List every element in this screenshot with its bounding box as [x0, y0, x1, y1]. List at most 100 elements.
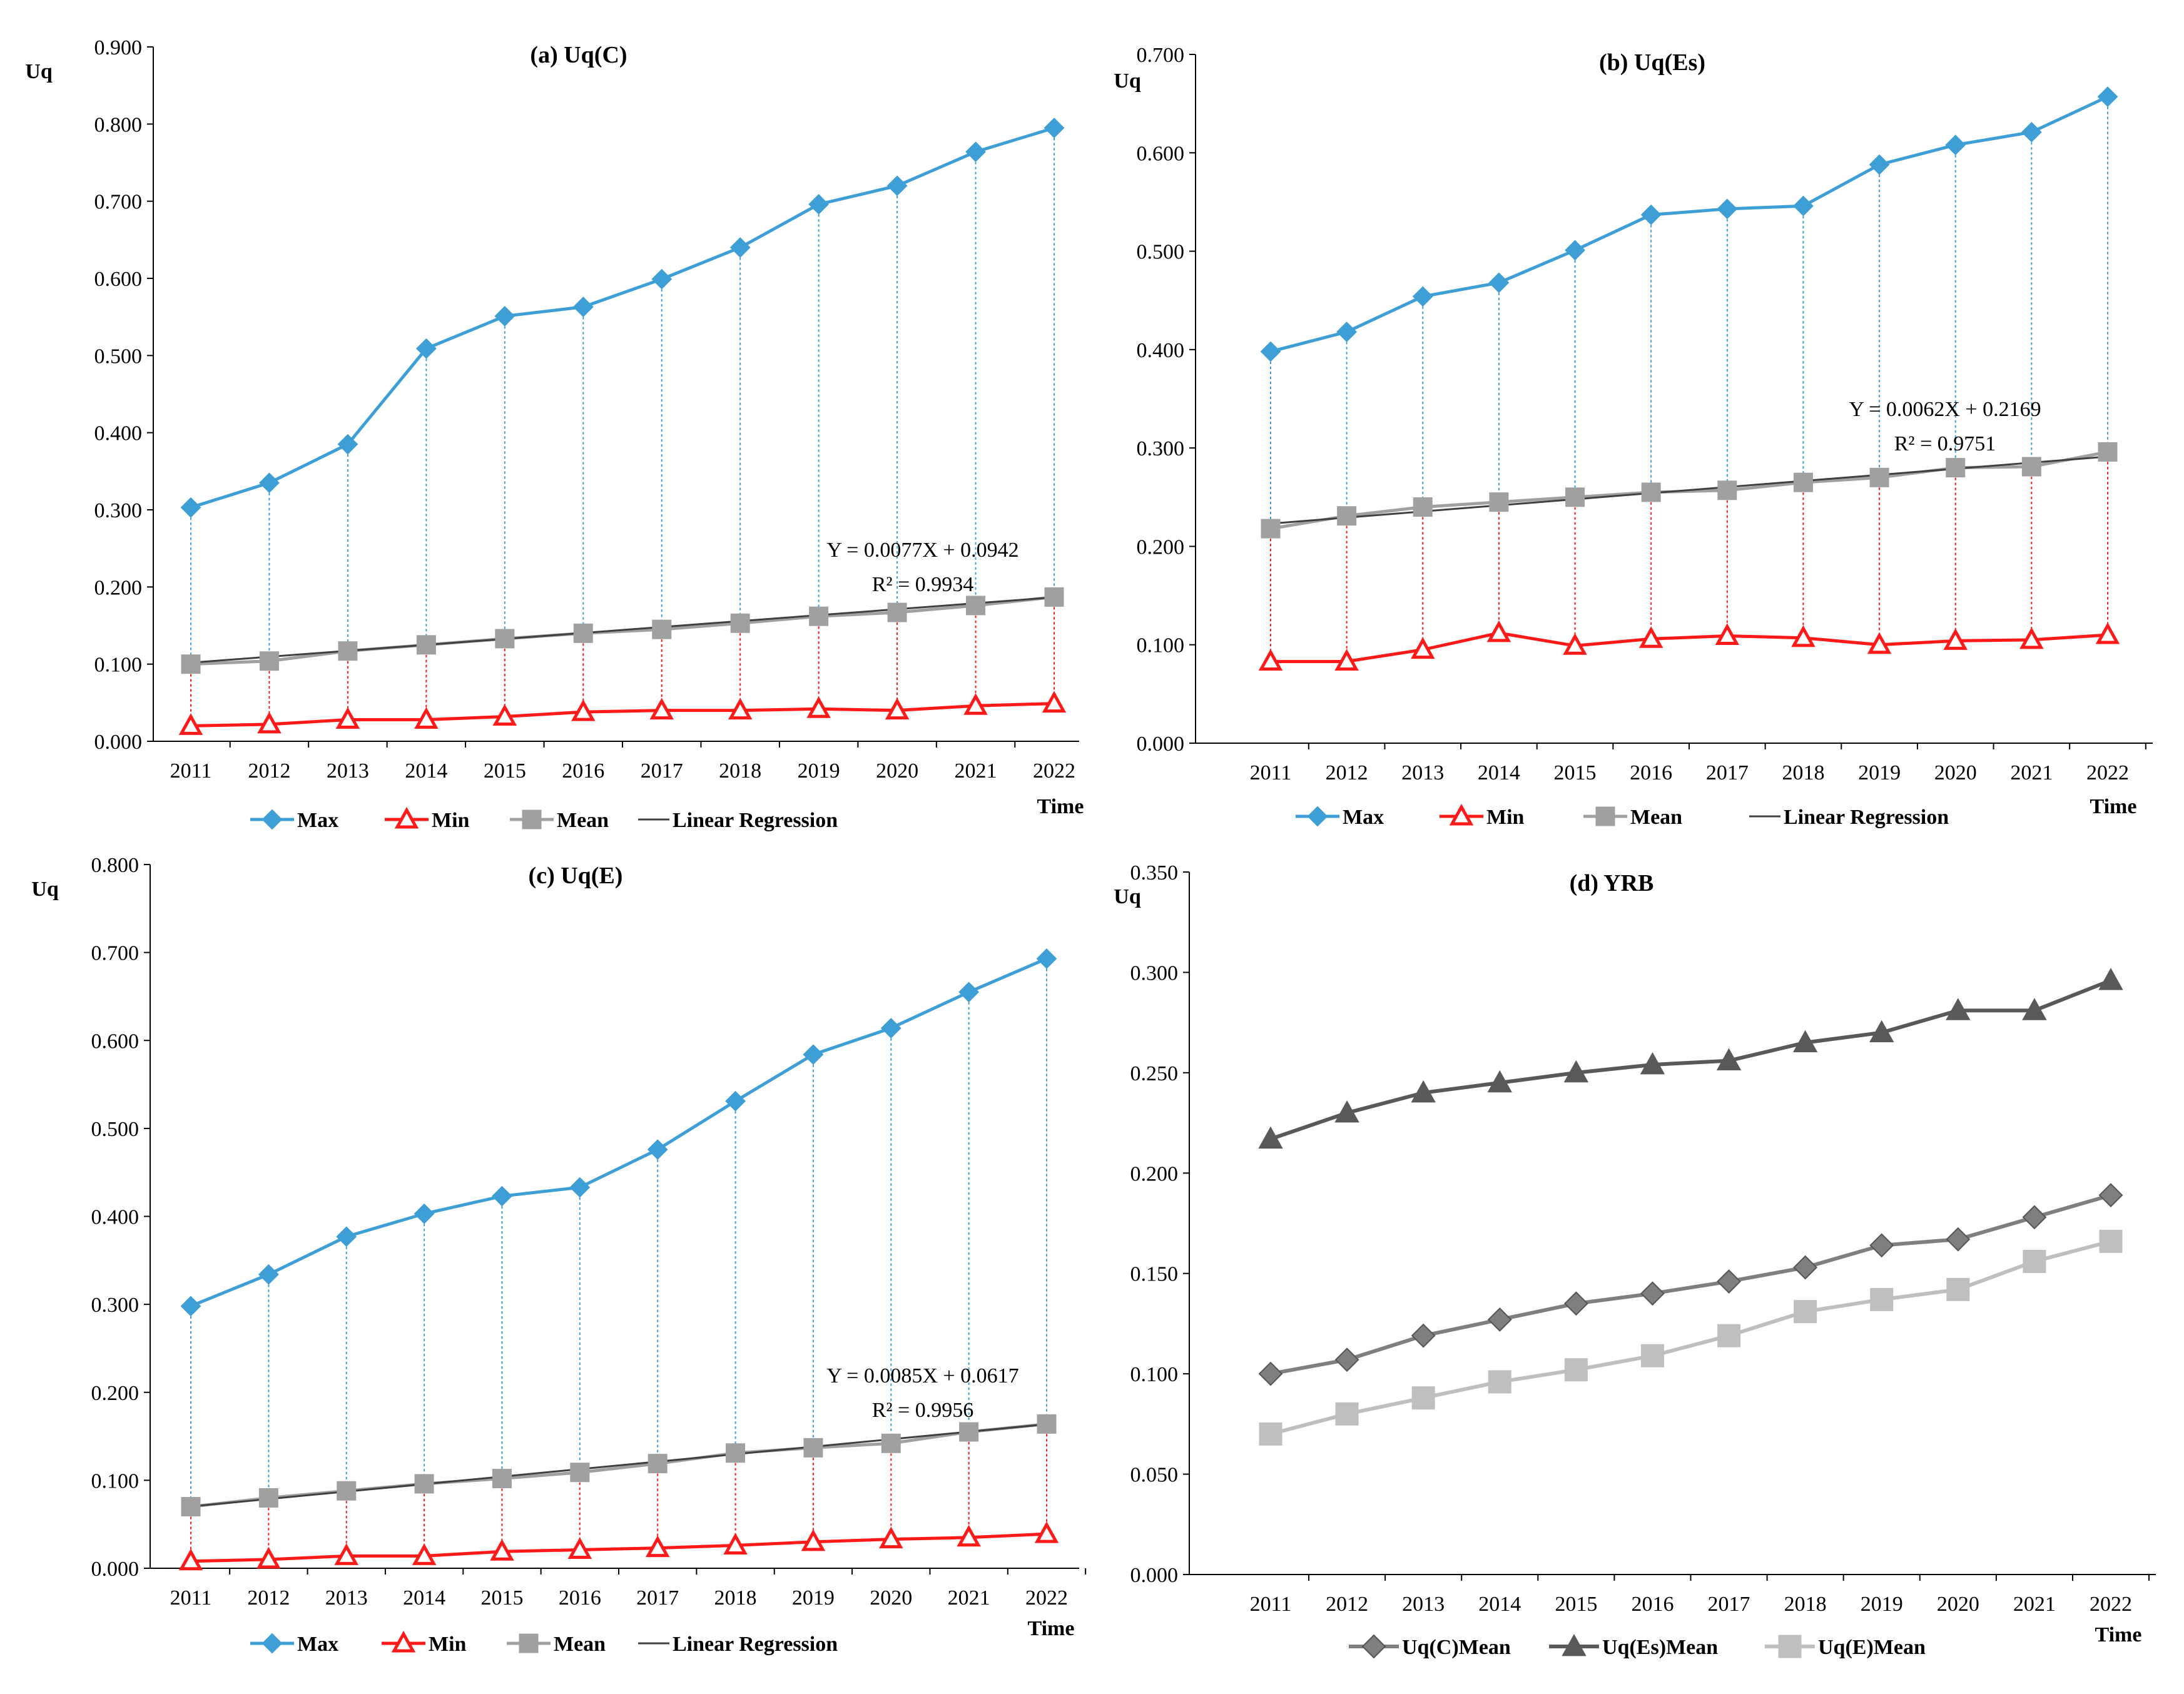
x-tick-label-b: 2020	[1934, 761, 1977, 784]
point-mean-b	[1413, 497, 1433, 517]
point-d	[1334, 1347, 1359, 1372]
y-axis-title-a: Uq	[25, 60, 53, 83]
y-tick-label-d: 0.200	[1130, 1162, 1179, 1185]
point-d	[1488, 1370, 1511, 1394]
x-tick-label-c: 2016	[559, 1586, 601, 1610]
chart-title-b: (b) Uq(Es)	[1599, 49, 1705, 76]
point-max-a	[180, 497, 201, 518]
point-mean-b	[2021, 457, 2041, 477]
point-mean-a	[495, 629, 515, 649]
chart-title-a: (a) Uq(C)	[530, 42, 627, 68]
point-d	[2023, 1249, 2046, 1273]
x-tick-label-a: 2019	[798, 759, 840, 783]
point-d	[2098, 968, 2123, 990]
point-mean-a	[259, 651, 279, 671]
chart-panel-b: 0.000 0.100 0.200 0.300 0.400 0.500 0.600 0.700…	[1092, 0, 2184, 848]
legend-marker-mean-a	[522, 809, 542, 829]
y-tick-label-d: 0.150	[1130, 1263, 1179, 1286]
point-min-c	[957, 1524, 981, 1547]
point-max-b	[1793, 195, 1814, 216]
x-tick-label-a: 2012	[248, 759, 290, 783]
point-min-a	[178, 713, 203, 735]
y-tick-label-a: 0.200	[94, 576, 143, 599]
y-tick-label-c: 0.200	[91, 1382, 140, 1405]
point-d	[1869, 1233, 1894, 1258]
point-max-a	[572, 297, 594, 318]
point-mean-b	[2098, 442, 2118, 462]
point-d	[1563, 1060, 1589, 1083]
legend-marker-min-b	[1449, 803, 1474, 826]
point-max-a	[808, 194, 830, 215]
x-tick-label-b: 2019	[1858, 761, 1901, 784]
y-tick-label-b: 0.500	[1137, 241, 1185, 264]
chart-d-svg: 0.000 0.050 0.100 0.150 0.200 0.250 0.300 0.350…	[1114, 861, 2156, 1659]
point-min-b	[1791, 625, 1816, 647]
point-d	[1869, 1020, 1894, 1043]
point-mean-c	[1037, 1414, 1057, 1434]
point-d	[2022, 998, 2047, 1020]
point-min-a	[571, 699, 596, 721]
regression-r2-a: R² = 0.9934	[872, 573, 974, 596]
y-tick-label-a: 0.500	[94, 345, 143, 368]
point-mean-b	[1869, 467, 1889, 487]
point-mean-c	[337, 1481, 357, 1501]
point-min-b	[1411, 637, 1435, 659]
y-tick-label-c: 0.300	[91, 1294, 140, 1317]
x-tick-label-d: 2013	[1402, 1593, 1445, 1616]
legend-label-regression-a: Linear Regression	[673, 809, 838, 832]
point-d	[1946, 1227, 1971, 1252]
x-tick-label-d: 2014	[1478, 1593, 1521, 1616]
point-min-b	[1715, 623, 1740, 646]
x-tick-label-d: 2015	[1555, 1593, 1597, 1616]
point-max-b	[1945, 134, 1966, 156]
point-mean-b	[1565, 487, 1585, 507]
legend-label-max-b: Max	[1343, 806, 1384, 829]
point-max-a	[729, 237, 751, 258]
point-max-c	[414, 1203, 435, 1224]
point-min-c	[490, 1539, 514, 1561]
point-max-a	[337, 434, 358, 455]
y-tick-label-b: 0.600	[1137, 142, 1185, 165]
point-max-c	[725, 1090, 746, 1112]
point-max-c	[180, 1296, 201, 1317]
y-tick-label-c: 0.400	[91, 1206, 140, 1229]
legend-label-mean-c: Mean	[554, 1633, 606, 1656]
point-max-b	[1412, 286, 1433, 307]
point-min-c	[645, 1535, 670, 1558]
point-mean-a	[809, 606, 829, 626]
y-tick-label-b: 0.100	[1137, 634, 1185, 657]
point-min-c	[723, 1533, 748, 1555]
regression-equation-c: Y = 0.0085X + 0.0617	[826, 1364, 1018, 1387]
series-line-min-b	[1271, 631, 2108, 663]
chart-panel-d: 0.000 0.050 0.100 0.150 0.200 0.250 0.300 0.350…	[1092, 846, 2184, 1694]
point-d	[1487, 1307, 1512, 1332]
x-tick-label-c: 2012	[247, 1586, 290, 1610]
point-d	[1411, 1323, 1436, 1348]
point-max-a	[415, 338, 437, 359]
point-mean-a	[887, 602, 907, 622]
point-max-b	[1336, 322, 1358, 342]
y-tick-label-c: 0.600	[91, 1030, 140, 1053]
point-min-b	[1486, 620, 1511, 642]
point-d	[1640, 1052, 1665, 1075]
regression-line-b	[1270, 455, 2108, 525]
point-d	[1258, 1126, 1283, 1149]
point-max-c	[803, 1044, 824, 1065]
point-d	[1563, 1291, 1588, 1316]
point-mean-a	[181, 654, 201, 674]
x-tick-label-c: 2022	[1025, 1586, 1068, 1610]
point-min-a	[806, 696, 831, 718]
x-tick-label-b: 2016	[1630, 761, 1672, 784]
x-tick-label-b: 2022	[2086, 761, 2129, 784]
x-tick-label-b: 2012	[1326, 761, 1368, 784]
point-mean-b	[1946, 458, 1966, 478]
series-line-d	[1270, 1193, 2111, 1376]
point-d	[1716, 1048, 1742, 1071]
point-d	[2022, 1205, 2047, 1230]
x-tick-label-a: 2022	[1033, 759, 1075, 783]
x-tick-label-b: 2015	[1554, 761, 1597, 784]
point-min-b	[1334, 649, 1359, 671]
point-mean-c	[881, 1433, 901, 1453]
y-tick-label-a: 0.900	[94, 36, 143, 59]
point-max-b	[2097, 86, 2118, 108]
